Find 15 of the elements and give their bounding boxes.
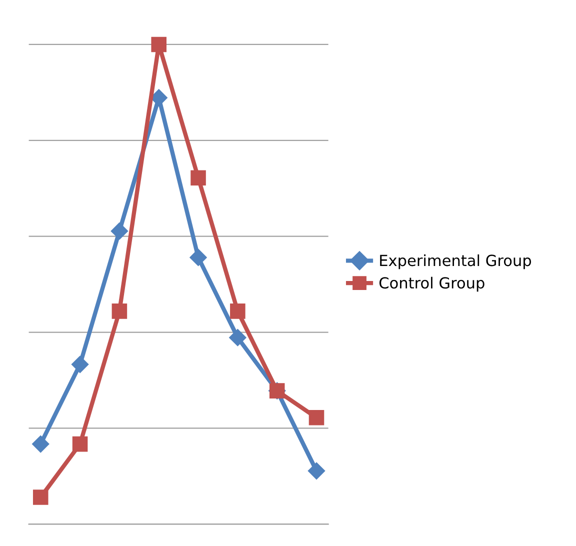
point	[151, 36, 166, 52]
point	[110, 222, 128, 240]
point	[308, 410, 324, 426]
legend-label: Control Group	[379, 276, 484, 292]
point	[190, 170, 206, 186]
point	[308, 462, 326, 480]
point	[32, 436, 50, 453]
legend-label: Experimental Group	[380, 254, 532, 270]
point	[190, 248, 207, 266]
point	[71, 356, 89, 373]
point	[229, 329, 246, 346]
point	[230, 304, 246, 319]
point	[112, 304, 128, 319]
point	[32, 490, 48, 505]
point	[72, 436, 88, 452]
